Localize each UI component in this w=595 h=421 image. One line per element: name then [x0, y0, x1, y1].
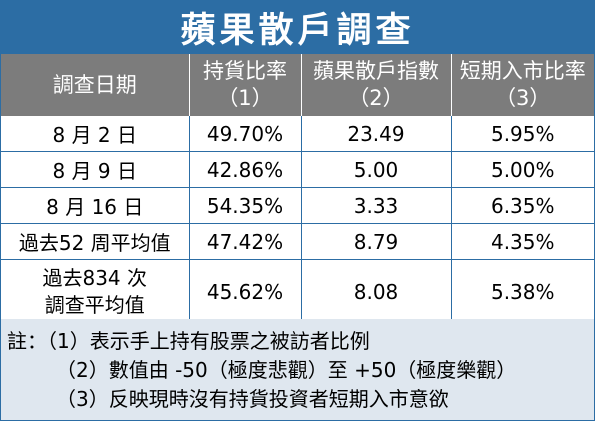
note-1: 註：（1）表示手上持有股票之被訪者比例: [7, 329, 370, 353]
header-retail-index: 蘋果散戶指數 （2）: [301, 54, 452, 116]
table-row: 8 月 16 日 54.35% 3.33 6.35%: [1, 187, 594, 224]
table-row: 過去834 次調查平均值 45.62% 8.08 5.38%: [1, 259, 594, 325]
table-row: 過去52 周平均值 47.42% 8.79 4.35%: [1, 223, 594, 260]
cell-holding: 47.42%: [189, 223, 302, 260]
table-row: 8 月 2 日 49.70% 23.49 5.95%: [1, 116, 594, 152]
header-short-term-ratio: 短期入市比率 （3）: [451, 54, 594, 116]
cell-date: 8 月 2 日: [1, 116, 190, 152]
cell-holding: 49.70%: [189, 116, 302, 152]
note-3: （3）反映現時沒有持貨投資者短期入市意欲: [56, 387, 449, 411]
cell-short-term: 5.00%: [451, 151, 594, 188]
cell-date: 過去52 周平均值: [1, 223, 190, 260]
notes-label: 註：: [7, 329, 47, 353]
cell-index: 23.49: [301, 116, 452, 152]
notes-section: 註：（1）表示手上持有股票之被訪者比例 （2）數值由 -50（極度悲觀）至 +5…: [1, 319, 594, 420]
cell-short-term: 5.95%: [451, 116, 594, 152]
cell-short-term: 5.38%: [451, 259, 594, 325]
cell-index: 8.79: [301, 223, 452, 260]
survey-table: 調查日期 持貨比率 （1） 蘋果散戶指數 （2） 短期入市比率 （3） 8 月 2 日…: [1, 54, 594, 325]
note-2: （2）數值由 -50（極度悲觀）至 +50（極度樂觀）: [56, 358, 517, 382]
cell-holding: 45.62%: [189, 259, 302, 325]
cell-short-term: 6.35%: [451, 187, 594, 224]
table-title: 蘋果散戶調查: [1, 1, 594, 54]
cell-index: 8.08: [301, 259, 452, 325]
cell-index: 3.33: [301, 187, 452, 224]
cell-index: 5.00: [301, 151, 452, 188]
table-row: 8 月 9 日 42.86% 5.00 5.00%: [1, 151, 594, 188]
header-holding-ratio: 持貨比率 （1）: [189, 54, 302, 116]
cell-date: 過去834 次調查平均值: [1, 259, 190, 325]
cell-holding: 42.86%: [189, 151, 302, 188]
header-date: 調查日期: [1, 54, 190, 116]
header-row: 調查日期 持貨比率 （1） 蘋果散戶指數 （2） 短期入市比率 （3）: [1, 54, 594, 116]
cell-holding: 54.35%: [189, 187, 302, 224]
cell-date: 8 月 9 日: [1, 151, 190, 188]
cell-date: 8 月 16 日: [1, 187, 190, 224]
cell-short-term: 4.35%: [451, 223, 594, 260]
